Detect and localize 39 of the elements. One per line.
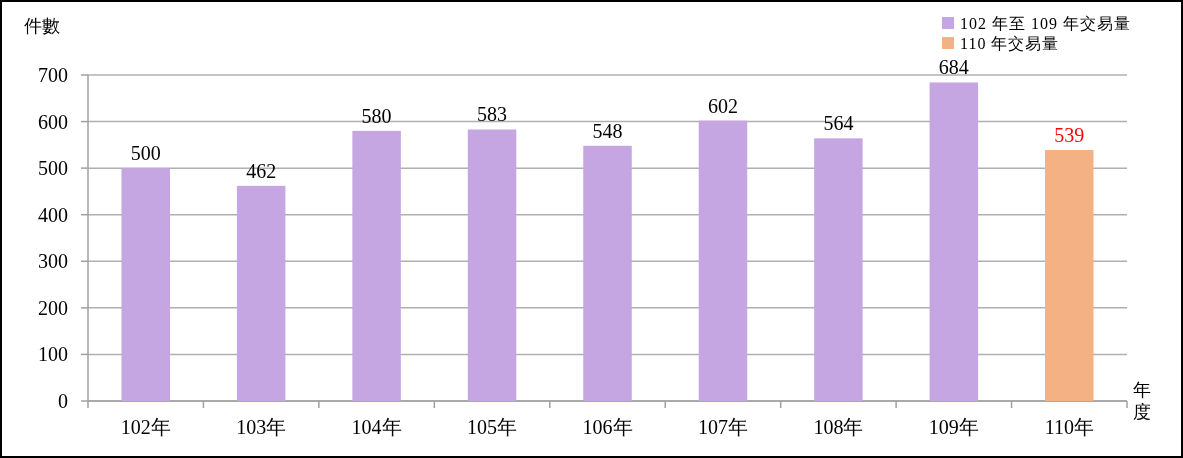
bar <box>698 120 748 401</box>
data-label: 684 <box>938 56 969 79</box>
x-tick-label: 105年 <box>467 416 518 438</box>
data-label: 462 <box>246 159 277 182</box>
bar <box>236 185 286 401</box>
x-tick-label: 109年 <box>928 416 979 438</box>
y-tick-label: 500 <box>38 157 68 180</box>
data-label: 564 <box>823 112 854 135</box>
legend-label: 102 年至 109 年交易量 <box>960 15 1131 32</box>
x-tick-label: 102年 <box>120 416 171 438</box>
x-tick-label: 110年 <box>1044 416 1094 438</box>
legend-label: 110 年交易量 <box>960 35 1060 52</box>
y-tick-label: 600 <box>38 110 68 133</box>
bar <box>467 129 517 401</box>
y-tick-label: 700 <box>38 64 68 86</box>
bar <box>814 138 863 401</box>
bar <box>929 82 979 401</box>
bar <box>121 168 170 401</box>
x-tick-label: 107年 <box>697 416 748 438</box>
data-label: 580 <box>361 104 392 127</box>
x-tick-label: 103年 <box>236 416 287 438</box>
bar <box>352 130 401 401</box>
y-axis-title: 件數 <box>24 16 60 36</box>
data-label: 548 <box>592 119 623 142</box>
x-tick-label: 108年 <box>813 416 864 438</box>
bar <box>1045 149 1094 401</box>
y-tick-label: 300 <box>38 250 68 273</box>
y-tick-label: 0 <box>58 390 68 412</box>
data-label: 539 <box>1054 123 1085 146</box>
x-tick-label: 106年 <box>582 416 633 438</box>
x-tick-label: 104年 <box>351 416 402 438</box>
bar <box>583 145 632 401</box>
x-axis-title: 年度 <box>1133 380 1151 422</box>
data-label: 602 <box>707 94 738 117</box>
y-tick-label: 100 <box>38 343 68 366</box>
y-tick-label: 400 <box>38 203 68 226</box>
data-label: 500 <box>130 142 161 165</box>
y-tick-label: 200 <box>38 296 68 319</box>
data-label: 583 <box>477 103 508 126</box>
